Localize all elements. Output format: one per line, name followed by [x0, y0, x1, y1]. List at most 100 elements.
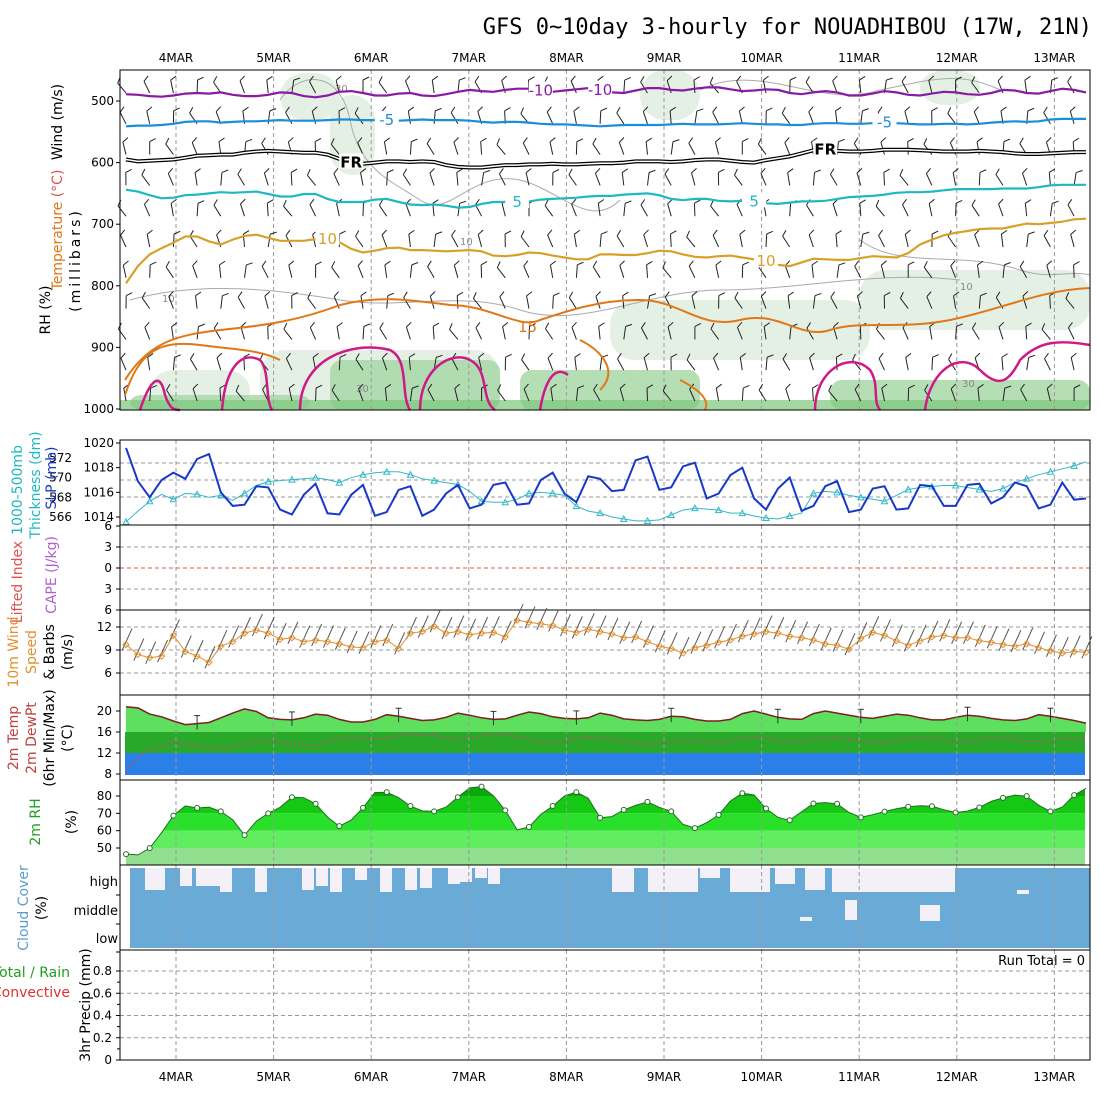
barb-flag	[222, 292, 229, 297]
wind-barb	[122, 260, 129, 278]
wind-barb	[141, 291, 151, 309]
y-tick-label: 9	[104, 643, 112, 657]
barb-flag	[309, 75, 314, 82]
barb-flag	[1072, 137, 1080, 143]
rh-marker	[644, 798, 651, 805]
barb-staff	[995, 174, 1004, 186]
wind-barb	[741, 138, 749, 155]
rh-marker	[431, 808, 438, 815]
barb-flag	[198, 323, 205, 327]
barb-flag	[1070, 229, 1077, 235]
wind-speed-marker	[714, 638, 723, 647]
barb-staff	[1000, 234, 1004, 248]
wind-barb	[808, 229, 815, 248]
top-date-label: 11MAR	[838, 51, 880, 65]
wind-speed-marker	[833, 641, 841, 650]
y-tick-label: 8	[104, 767, 112, 781]
wind-barb	[809, 352, 815, 371]
barb-staff	[1002, 264, 1005, 278]
barb-staff	[593, 389, 601, 402]
barb-flag	[550, 260, 557, 266]
barb-staff	[291, 80, 295, 94]
top-date-label: 10MAR	[741, 51, 783, 65]
barb-flag	[950, 383, 957, 390]
barb-staff	[544, 205, 554, 217]
wind-barb	[285, 106, 293, 125]
barb-staff	[378, 82, 388, 94]
rh-marker	[620, 806, 627, 813]
barb-staff	[267, 110, 271, 124]
wind-barb	[309, 322, 317, 340]
rh-marker	[928, 803, 935, 810]
isotherm-label-bg	[374, 111, 399, 127]
barb-flag	[805, 76, 810, 83]
barb-staff	[878, 358, 885, 371]
barb-flag	[195, 291, 202, 297]
wind-barb	[336, 322, 343, 340]
wind-barb	[662, 261, 672, 279]
wind-barb	[1045, 634, 1057, 657]
wind-barb	[143, 75, 151, 94]
wind-barb	[1025, 322, 1032, 340]
thickness-marker	[382, 467, 391, 475]
barb-flag	[974, 229, 980, 236]
rh-marker	[336, 823, 343, 830]
barb-staff	[501, 203, 506, 217]
barb-staff	[925, 173, 933, 186]
wind-barb	[355, 353, 364, 371]
barb-staff	[811, 387, 814, 402]
wind-barb	[616, 106, 625, 125]
cloud-gap	[880, 868, 955, 892]
barb-staff	[189, 358, 198, 371]
barb-staff	[642, 111, 648, 124]
wind-barb	[714, 137, 721, 155]
barb-flag	[409, 353, 416, 358]
wind-barb	[1046, 260, 1053, 278]
wind-speed-marker	[442, 629, 450, 637]
thickness-label-2: Thickness (dm)	[28, 431, 44, 539]
thickness-marker	[785, 511, 794, 520]
barb-staff	[409, 264, 413, 278]
barb-staff	[854, 266, 862, 279]
slp-tick-label: 1018	[83, 461, 114, 475]
barb-staff	[170, 203, 174, 217]
rh-contour	[279, 79, 621, 212]
wind-barb	[718, 292, 726, 309]
barb-flag	[307, 291, 312, 299]
bottom-date-label: 5MAR	[256, 1070, 291, 1084]
wind-speed-marker	[691, 643, 699, 652]
barb-staff	[307, 297, 316, 309]
barb-staff	[457, 203, 461, 217]
rh-marker	[217, 808, 224, 815]
wind-barb	[950, 260, 957, 278]
barb-staff	[811, 264, 814, 278]
barb-flag	[666, 75, 673, 81]
wind-barb	[670, 139, 680, 155]
barb-flag	[577, 261, 584, 266]
wind-barb	[141, 168, 151, 186]
wind-speed-marker	[489, 628, 498, 637]
wind-barb	[362, 323, 371, 340]
barb-flag	[549, 137, 556, 143]
barb-staff	[619, 265, 625, 278]
isotherm-line-warm	[138, 379, 181, 412]
precip-total-label: Total / Rain	[0, 965, 70, 981]
wind-barb	[883, 292, 891, 309]
thickness-marker	[667, 510, 676, 519]
wind-barb	[785, 383, 791, 402]
thickness-marker	[311, 473, 320, 481]
rh-marker	[691, 825, 698, 832]
barb-flag	[646, 260, 653, 266]
barb-flag	[546, 106, 552, 113]
barb-staff	[1046, 388, 1051, 402]
wind-barb	[431, 75, 439, 94]
barb-flag	[952, 168, 959, 174]
cape-label: CAPE (J/kg)	[44, 536, 60, 614]
wind-barb	[926, 291, 933, 309]
wind-speed-line	[125, 619, 1087, 663]
rh-marker	[454, 794, 461, 801]
barb-flag	[335, 75, 342, 81]
barb-staff	[573, 234, 577, 248]
wind-barb	[195, 291, 202, 309]
cloud-gap	[1017, 890, 1029, 894]
